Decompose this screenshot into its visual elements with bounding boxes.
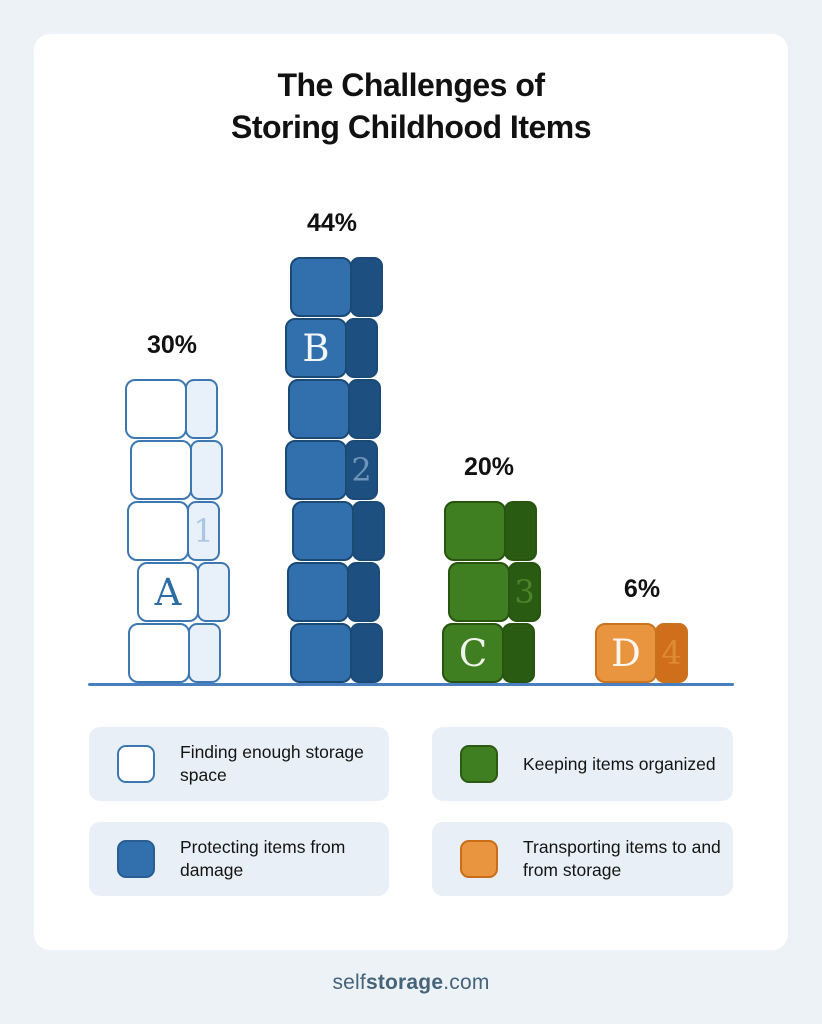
legend-label-transporting-items-to-and-from-storage: Transporting items to and from storage (523, 837, 721, 880)
legend-swatch-protecting-items-from-damage (117, 840, 155, 878)
content-card: The Challenges of Storing Childhood Item… (34, 34, 788, 950)
legend-label-finding-enough-storage-space: Finding enough storage space (180, 742, 364, 785)
title-line-2: Storing Childhood Items (230, 109, 592, 146)
legend-swatch-finding-enough-storage-space (117, 745, 155, 783)
legend-item-keeping-items-organized: Keeping items organized (432, 727, 733, 801)
legend-label-keeping-items-organized: Keeping items organized (523, 753, 716, 774)
chart-title: The Challenges of Storing Childhood Item… (34, 64, 788, 148)
legend-item-finding-enough-storage-space: Finding enough storage space (89, 727, 389, 801)
legend-swatch-transporting-items-to-and-from-storage (460, 840, 498, 878)
legend-item-transporting-items-to-and-from-storage: Transporting items to and from storage (432, 822, 733, 896)
brand-name: storage (365, 971, 444, 994)
title-line-1: The Challenges of (277, 67, 545, 103)
brand-prefix: self (332, 971, 366, 994)
legend-swatch-keeping-items-organized (460, 745, 498, 783)
brand-footer: selfstorage.com (0, 971, 822, 995)
legend-label-protecting-items-from-damage: Protecting items from damage (180, 837, 346, 880)
brand-suffix: .com (443, 971, 490, 994)
legend-item-protecting-items-from-damage: Protecting items from damage (89, 822, 389, 896)
